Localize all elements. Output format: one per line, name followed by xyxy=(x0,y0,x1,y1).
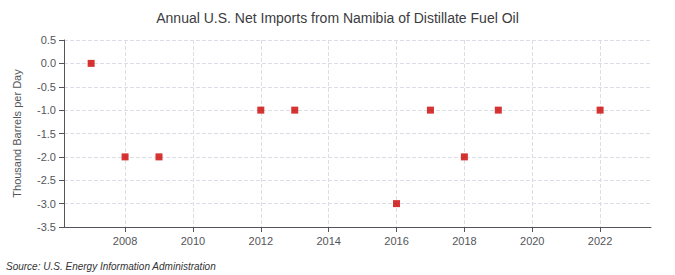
svg-text:0.5: 0.5 xyxy=(41,34,56,46)
svg-text:2016: 2016 xyxy=(384,235,408,247)
svg-text:2020: 2020 xyxy=(520,235,544,247)
svg-text:-1.5: -1.5 xyxy=(37,128,56,140)
svg-text:2022: 2022 xyxy=(588,235,612,247)
svg-text:Thousand Barrels per Day: Thousand Barrels per Day xyxy=(11,69,23,198)
svg-text:-3.0: -3.0 xyxy=(37,198,56,210)
svg-text:2018: 2018 xyxy=(452,235,476,247)
svg-text:0.0: 0.0 xyxy=(41,57,56,69)
svg-text:-2.5: -2.5 xyxy=(37,174,56,186)
svg-text:2014: 2014 xyxy=(316,235,340,247)
svg-text:-0.5: -0.5 xyxy=(37,81,56,93)
svg-text:2008: 2008 xyxy=(113,235,137,247)
svg-text:2012: 2012 xyxy=(249,235,273,247)
svg-text:Annual U.S. Net Imports from N: Annual U.S. Net Imports from Namibia of … xyxy=(156,10,519,26)
svg-text:-3.5: -3.5 xyxy=(37,221,56,233)
svg-text:-2.0: -2.0 xyxy=(37,151,56,163)
svg-text:-1.0: -1.0 xyxy=(37,104,56,116)
svg-text:2010: 2010 xyxy=(181,235,205,247)
svg-text:Source: U.S. Energy Informatio: Source: U.S. Energy Information Administ… xyxy=(6,261,216,272)
